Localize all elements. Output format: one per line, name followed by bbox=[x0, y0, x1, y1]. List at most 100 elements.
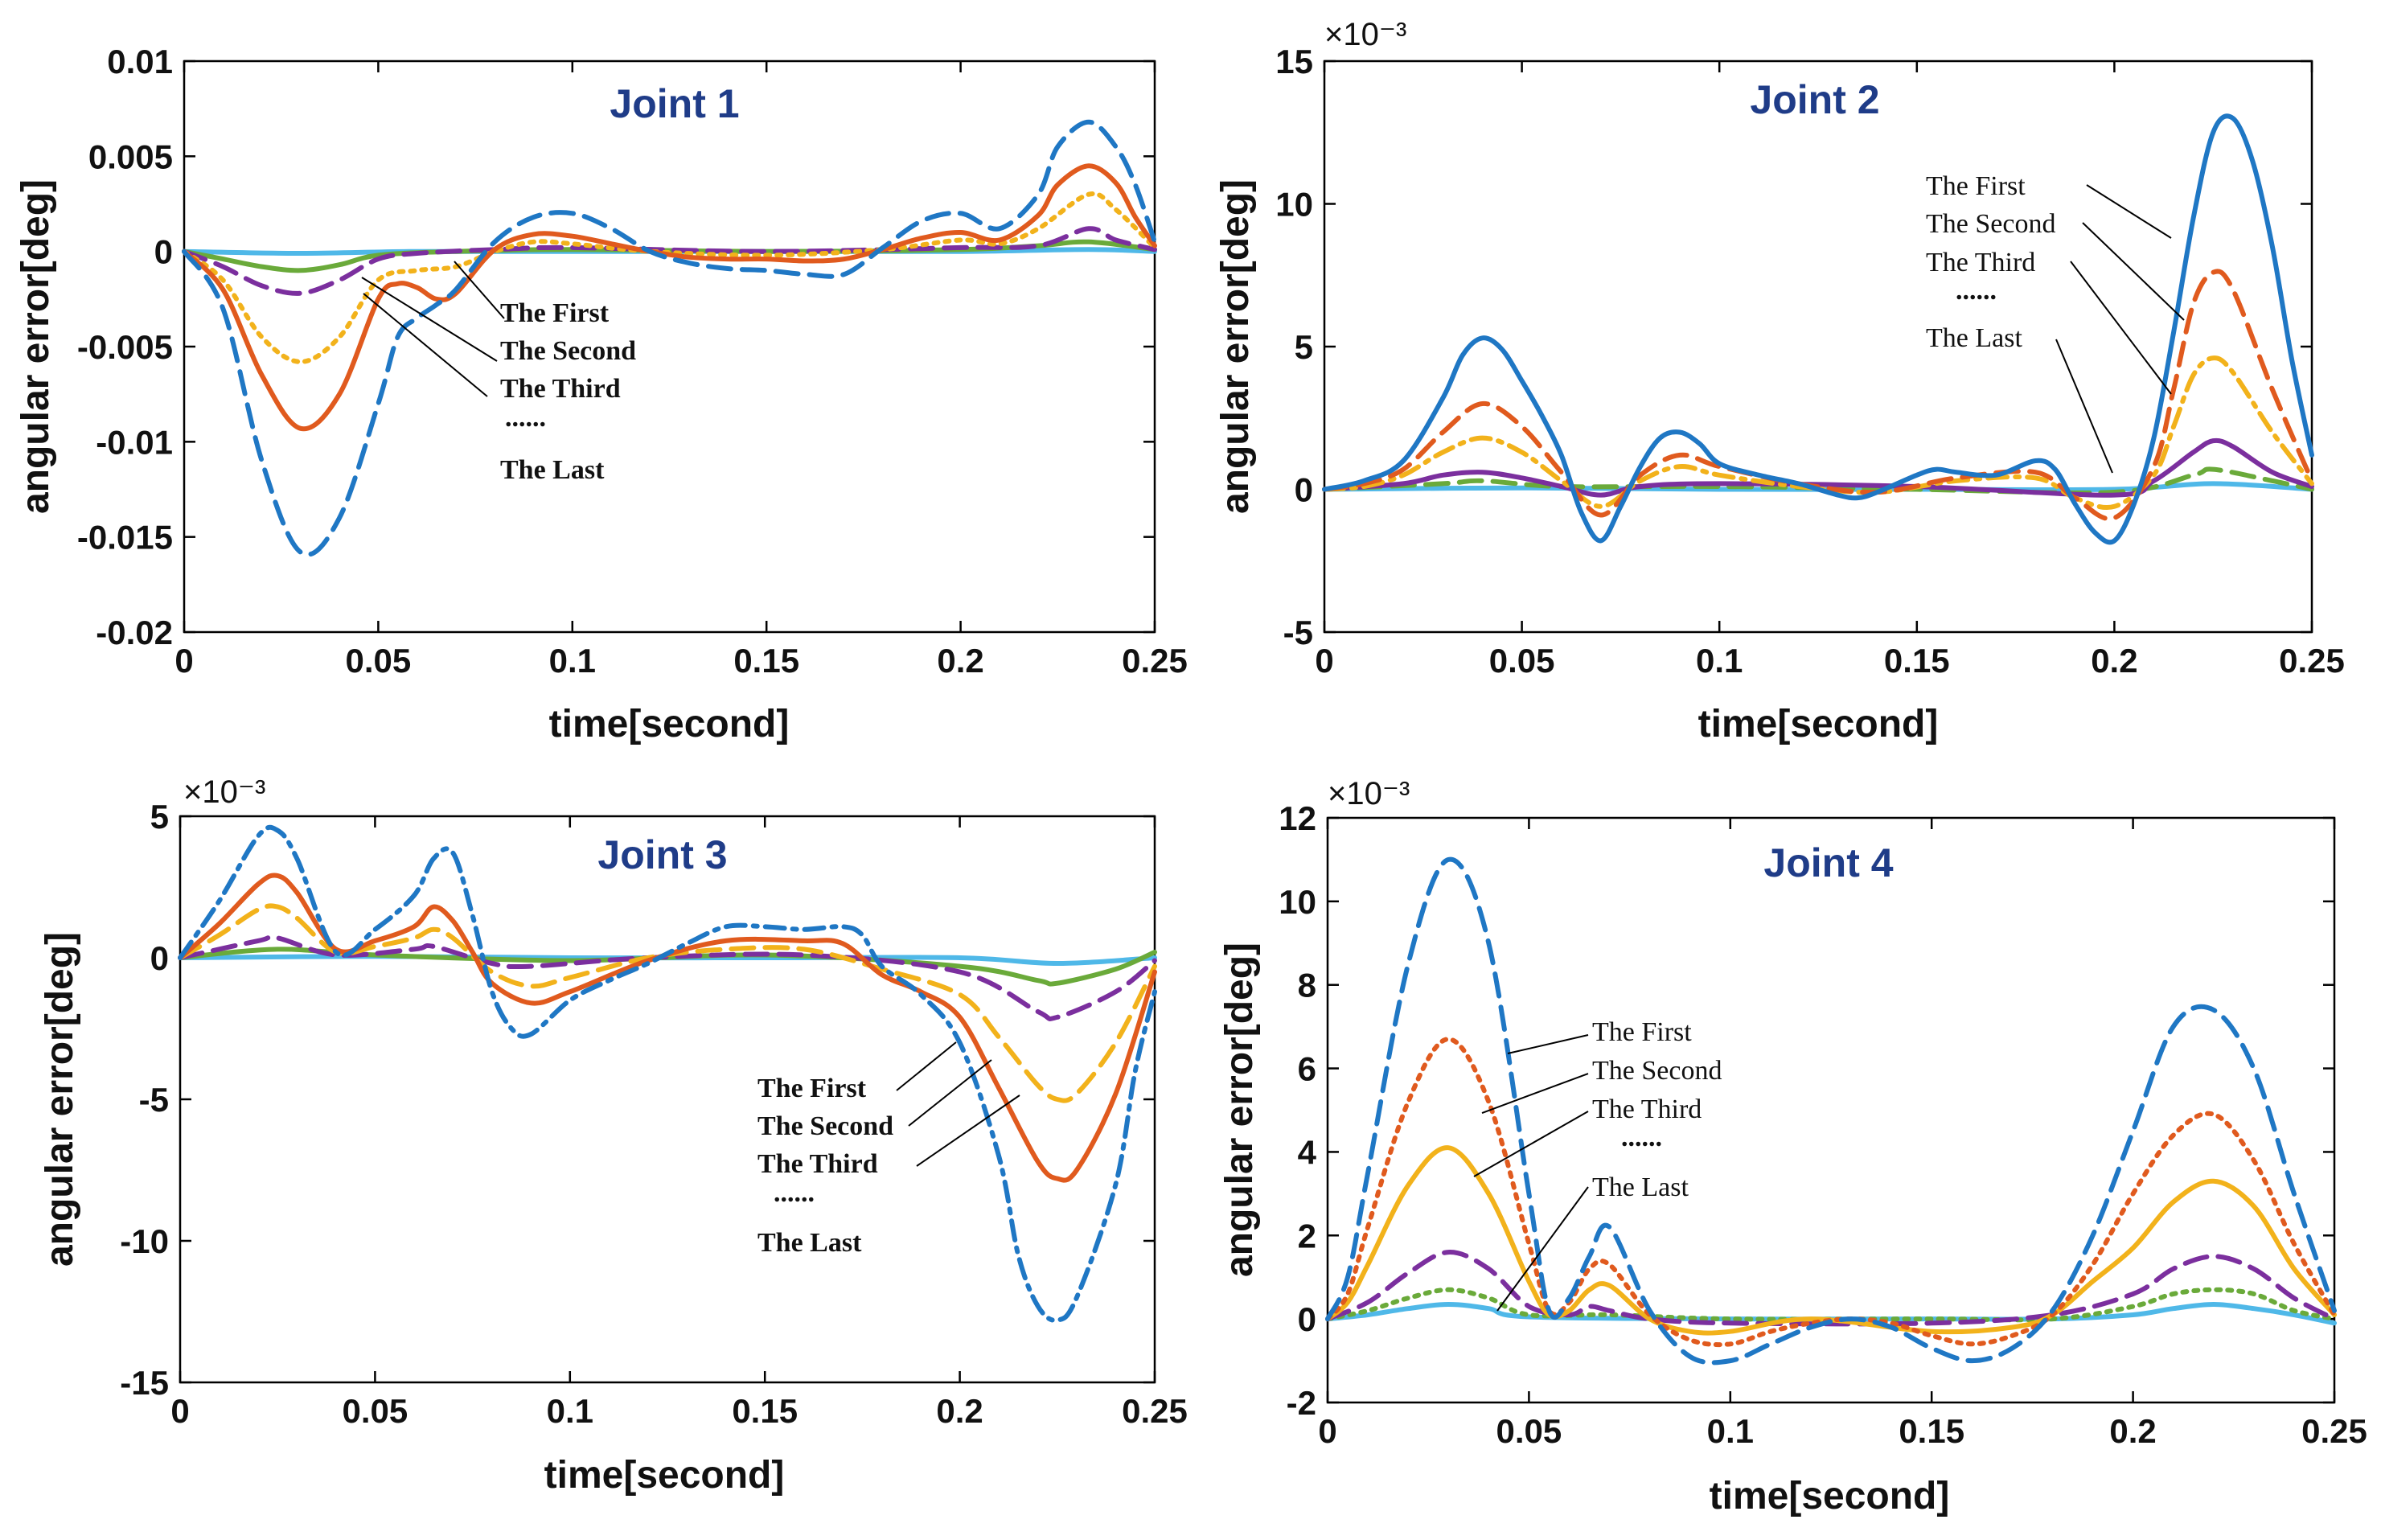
legend-label: The Second bbox=[500, 336, 636, 366]
y-tick-label: -5 bbox=[139, 1081, 169, 1119]
series-line-fourth bbox=[182, 226, 1157, 296]
x-tick-label: 0.2 bbox=[2091, 642, 2137, 680]
x-axis-label: time[second] bbox=[1710, 1475, 1950, 1517]
x-tick-label: 0.2 bbox=[2109, 1412, 2156, 1450]
panel-title: Joint 2 bbox=[1750, 77, 1879, 122]
legend-label: The Last bbox=[757, 1228, 862, 1258]
x-tick-label: 0.05 bbox=[346, 642, 412, 680]
series-line-the-third bbox=[178, 903, 1157, 1103]
legend-label: The Second bbox=[757, 1111, 893, 1141]
panel-joint-1: 0 0.05 0.1 0.15 0.2 0.25 -0.02-0.015-0.01-0.0… bbox=[14, 43, 1188, 745]
x-axis-label: time[second] bbox=[1698, 703, 1939, 745]
y-tick-label: 10 bbox=[1275, 186, 1313, 224]
y-tick-label: -0.02 bbox=[96, 614, 173, 651]
legend-pointer-line bbox=[896, 1041, 957, 1091]
x-tick-label: 0.2 bbox=[937, 642, 983, 680]
series-lines bbox=[178, 824, 1157, 1323]
legend-label: The First bbox=[1926, 171, 2026, 201]
series-line-fourth bbox=[178, 934, 1157, 1021]
legend-label: The Third bbox=[1926, 248, 2035, 277]
series-line-the-third bbox=[1325, 1145, 2337, 1336]
x-tick-label: 0 bbox=[170, 1392, 189, 1430]
y-ticks: -2 0 2 4 6 8 10 12 bbox=[1279, 799, 2334, 1422]
y-tick-label: -10 bbox=[120, 1222, 169, 1260]
plot-frame bbox=[183, 60, 1156, 634]
series-lines bbox=[1325, 856, 2337, 1365]
x-tick-label: 0.15 bbox=[732, 1392, 798, 1430]
y-tick-label: 4 bbox=[1298, 1133, 1317, 1171]
series-lines bbox=[182, 119, 1157, 557]
legend-label: The First bbox=[500, 298, 610, 328]
legend-annotation: The First The Second The Third ...... Th… bbox=[1926, 171, 2185, 474]
y-tick-label: 0 bbox=[1295, 471, 1313, 509]
legend-pointer-line bbox=[363, 293, 488, 397]
x-tick-label: 0.2 bbox=[936, 1392, 983, 1430]
y-tick-label: -0.015 bbox=[77, 519, 173, 556]
panel-title: Joint 3 bbox=[597, 832, 727, 877]
legend-annotation: The First The Second The Third ...... Th… bbox=[757, 1041, 1020, 1258]
axis-multiplier: ×10⁻³ bbox=[183, 774, 265, 810]
plot-frame bbox=[1323, 60, 2313, 634]
x-tick-label: 0.25 bbox=[1122, 1392, 1188, 1430]
legend-label: The First bbox=[1592, 1017, 1692, 1047]
x-tick-label: 0.25 bbox=[2301, 1412, 2367, 1450]
y-ticks: -5 0 5 10 15 bbox=[1275, 43, 2312, 651]
x-tick-label: 0.1 bbox=[1696, 642, 1743, 680]
legend-annotation: The First The Second The Third ...... Th… bbox=[1473, 1017, 1722, 1312]
y-tick-label: 0.01 bbox=[107, 43, 173, 80]
y-axis-label: angular error[deg] bbox=[39, 932, 81, 1267]
legend-pointer-line bbox=[361, 277, 498, 362]
x-tick-label: 0.05 bbox=[1489, 642, 1555, 680]
x-tick-label: 0.1 bbox=[549, 642, 596, 680]
y-tick-label: 5 bbox=[150, 798, 169, 836]
x-ticks: 0 0.05 0.1 0.15 0.2 0.25 bbox=[1318, 818, 2367, 1450]
axis-multiplier: ×10⁻³ bbox=[1328, 776, 1410, 811]
x-tick-label: 0 bbox=[1315, 642, 1333, 680]
series-line-the-second bbox=[178, 873, 1157, 1183]
y-tick-label: -2 bbox=[1287, 1384, 1316, 1422]
legend-pointer-line bbox=[2070, 261, 2172, 395]
x-tick-label: 0.15 bbox=[733, 642, 799, 680]
y-axis-label: angular error[deg] bbox=[1218, 942, 1261, 1277]
legend-label: ...... bbox=[505, 403, 546, 433]
y-axis-label: angular error[deg] bbox=[14, 179, 57, 514]
series-line-the-first bbox=[1322, 113, 2314, 545]
x-tick-label: 0.1 bbox=[1707, 1412, 1754, 1450]
panel-title: Joint 1 bbox=[610, 81, 739, 126]
y-tick-label: -15 bbox=[120, 1364, 169, 1402]
plot-frame bbox=[1326, 816, 2336, 1404]
y-ticks: -15 -10 -5 0 5 bbox=[120, 798, 1155, 1402]
x-axis-label: time[second] bbox=[544, 1454, 785, 1497]
legend-label: ...... bbox=[774, 1178, 815, 1208]
x-tick-label: 0.1 bbox=[547, 1392, 593, 1430]
legend-pointer-line bbox=[1507, 1034, 1589, 1054]
legend-pointer-line bbox=[1481, 1073, 1589, 1114]
y-tick-label: 0 bbox=[1298, 1300, 1316, 1338]
series-line-fourth bbox=[1325, 1250, 2337, 1327]
legend-label: ...... bbox=[1956, 276, 1997, 306]
legend-label: The Second bbox=[1592, 1056, 1722, 1086]
legend-pointer-line bbox=[2086, 184, 2172, 239]
y-tick-label: -0.005 bbox=[77, 328, 173, 366]
legend-pointer-line bbox=[1473, 1111, 1589, 1177]
y-tick-label: 15 bbox=[1275, 43, 1313, 80]
y-tick-label: -0.01 bbox=[96, 423, 173, 461]
plot-frame bbox=[179, 815, 1156, 1384]
y-axis-label: angular error[deg] bbox=[1214, 179, 1257, 514]
legend-label: The Third bbox=[1592, 1094, 1702, 1124]
y-tick-label: 10 bbox=[1279, 883, 1316, 921]
x-tick-label: 0.25 bbox=[1122, 642, 1188, 680]
panel-title: Joint 4 bbox=[1763, 840, 1893, 885]
legend-label: The Third bbox=[757, 1149, 878, 1179]
legend-label: The Last bbox=[500, 455, 605, 485]
y-tick-label: 12 bbox=[1279, 799, 1316, 837]
y-tick-label: 2 bbox=[1298, 1217, 1316, 1255]
series-line-the-first bbox=[182, 119, 1157, 557]
x-ticks: 0 0.05 0.1 0.15 0.2 0.25 bbox=[1315, 61, 2345, 680]
x-tick-label: 0.05 bbox=[1496, 1412, 1562, 1450]
legend-label: The Last bbox=[1926, 323, 2022, 353]
legend-label: The First bbox=[757, 1074, 867, 1103]
